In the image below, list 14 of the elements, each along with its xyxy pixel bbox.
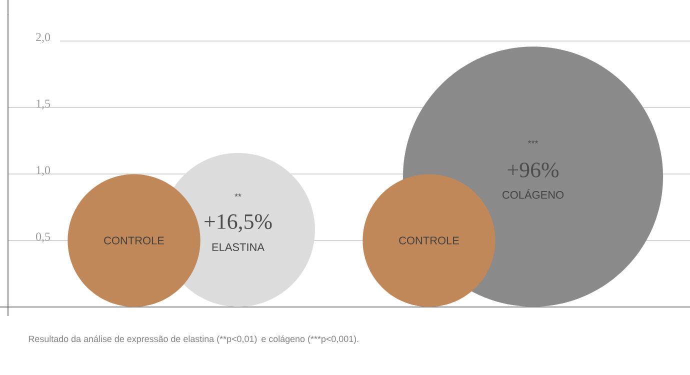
annotation: +96% — [508, 162, 559, 178]
annotation: +16,5% — [204, 214, 272, 232]
x-tick-label: COLÁGENO — [502, 189, 564, 199]
annotation: *** — [528, 140, 538, 144]
y-tick-label: 2,0 — [36, 33, 50, 43]
y-tick-label: 0,5 — [36, 232, 50, 242]
text: CONTROLE — [399, 236, 459, 244]
x-tick-label: ELASTINA — [212, 243, 264, 252]
text: e colágeno (***p<0,001). — [262, 335, 358, 344]
y-tick-label: 1,5 — [36, 100, 50, 110]
y-tick-label: 1,0 — [36, 166, 50, 176]
series-label: CONTROLE — [104, 236, 164, 244]
text: Resultado da análise de expressão de elastina (**p<0,01) — [28, 335, 257, 344]
annotation: ** — [234, 194, 242, 197]
